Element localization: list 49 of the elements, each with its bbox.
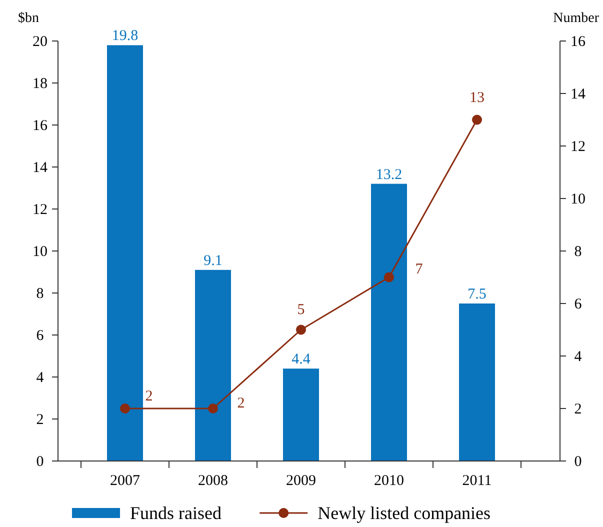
y2-tick-label: 2 xyxy=(574,402,582,418)
y2-tick-label: 16 xyxy=(570,34,586,50)
y-tick-label: 2 xyxy=(36,412,44,428)
data-label: 19.8 xyxy=(112,28,138,44)
data-label: 7.5 xyxy=(468,286,486,302)
y2-axis-title: Number xyxy=(553,11,600,26)
point xyxy=(384,272,394,282)
data-label: 2 xyxy=(145,388,153,404)
y-tick-label: 6 xyxy=(36,328,44,344)
y-axis-title: $bn xyxy=(18,11,39,26)
y-tick-label: 16 xyxy=(32,118,48,134)
y2-tick-label: 14 xyxy=(570,86,586,102)
data-label: 7 xyxy=(415,261,424,278)
point xyxy=(472,114,482,125)
point xyxy=(208,404,218,414)
y-tick-label: 18 xyxy=(32,76,48,92)
data-label: 4.4 xyxy=(292,352,311,368)
x-tick-label: 2009 xyxy=(286,473,316,489)
legend-label: Funds raised xyxy=(130,503,222,523)
y-tick-label: 14 xyxy=(32,160,48,176)
x-tick-label: 2007 xyxy=(110,473,140,489)
data-label: 9.1 xyxy=(204,252,222,269)
bar xyxy=(459,304,495,461)
data-label: 13.2 xyxy=(376,166,402,183)
legend-label: Newly listed companies xyxy=(318,503,491,523)
y-tick-label: 12 xyxy=(32,202,48,218)
bar xyxy=(283,368,319,461)
point xyxy=(296,324,306,335)
bar xyxy=(195,270,231,461)
y2-tick-label: 8 xyxy=(574,244,582,260)
y2-tick-label: 6 xyxy=(574,296,582,312)
data-label: 5 xyxy=(297,302,305,318)
bar xyxy=(371,184,407,461)
x-tick-label: 2008 xyxy=(198,473,228,489)
y-tick-label: 4 xyxy=(36,370,44,386)
y2-tick-label: 12 xyxy=(570,139,586,155)
y2-tick-label: 10 xyxy=(570,192,586,208)
x-tick-label: 2010 xyxy=(374,473,404,489)
data-label: 2 xyxy=(237,396,245,412)
y-tick-label: 20 xyxy=(32,34,48,50)
x-tick-label: 2011 xyxy=(462,473,492,489)
data-label: 13 xyxy=(470,90,484,106)
y-tick-label: 8 xyxy=(36,286,44,302)
bar xyxy=(107,45,143,461)
y2-tick-label: 0 xyxy=(574,454,582,470)
y-tick-label: 10 xyxy=(32,244,48,260)
point xyxy=(120,404,130,414)
y2-tick-label: 4 xyxy=(574,349,582,365)
y-tick-label: 0 xyxy=(36,454,44,470)
